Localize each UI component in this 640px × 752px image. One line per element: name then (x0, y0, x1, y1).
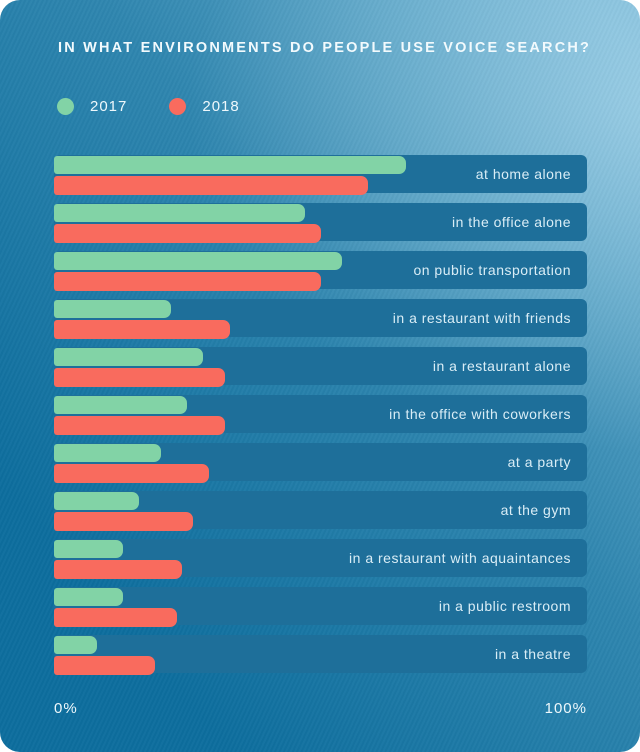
chart-row: in the office with coworkers (54, 395, 587, 435)
bar-2018 (54, 320, 230, 339)
category-label: at home alone (475, 166, 571, 182)
chart-row: on public transportation (54, 251, 587, 291)
bar-2017 (54, 204, 305, 222)
legend-swatch-2018-icon (169, 98, 187, 115)
chart-row: in a restaurant with friends (54, 299, 587, 339)
bar-2018 (54, 608, 177, 627)
bar-2017 (54, 252, 342, 270)
bar-2018 (54, 560, 182, 579)
bar-2017 (54, 588, 124, 606)
category-label: in the office with coworkers (389, 406, 571, 422)
category-label: in a public restroom (438, 598, 571, 614)
bar-2018 (54, 464, 209, 483)
chart-row: at a party (54, 443, 587, 483)
bar-2017 (54, 348, 204, 366)
chart-row: in a theatre (54, 635, 587, 675)
bar-2017 (54, 396, 188, 414)
chart-row: in a restaurant alone (54, 347, 587, 387)
bar-2017 (54, 300, 172, 318)
legend-item-2017: 2017 (57, 98, 127, 115)
bar-2017 (54, 540, 124, 558)
chart-row: in a restaurant with aquaintances (54, 539, 587, 579)
bar-2018 (54, 656, 156, 675)
legend-label-2018: 2018 (202, 98, 240, 115)
bar-2018 (54, 512, 193, 531)
bar-2018 (54, 368, 225, 387)
category-label: at a party (507, 454, 571, 470)
legend-label-2017: 2017 (90, 98, 128, 115)
bar-2018 (54, 224, 321, 243)
x-axis-max-label: 100% (544, 700, 587, 717)
bar-2017 (54, 156, 406, 174)
chart-row: in the office alone (54, 203, 587, 243)
bar-2018 (54, 176, 369, 195)
category-label: in a restaurant alone (432, 358, 571, 374)
bar-2017 (54, 444, 161, 462)
bar-2017 (54, 636, 97, 654)
category-label: in the office alone (452, 214, 571, 230)
category-label: at the gym (500, 502, 571, 518)
category-label: on public transportation (413, 262, 571, 278)
bar-2018 (54, 272, 321, 291)
category-label: in a restaurant with aquaintances (349, 550, 571, 566)
x-axis-min-label: 0% (54, 700, 78, 717)
bar-2018 (54, 416, 225, 435)
chart-legend: 2017 2018 (57, 98, 282, 115)
category-label: in a theatre (494, 646, 571, 662)
chart-row: at the gym (54, 491, 587, 531)
x-axis: 0% 100% (54, 700, 587, 717)
chart-row: in a public restroom (54, 587, 587, 627)
legend-swatch-2017-icon (57, 98, 74, 115)
bar-chart-rows: at home alone in the office alone on publi… (54, 155, 587, 683)
category-label: in a restaurant with friends (392, 310, 571, 326)
legend-item-2018: 2018 (169, 98, 239, 115)
bar-2017 (54, 492, 140, 510)
chart-row: at home alone (54, 155, 587, 195)
chart-title: IN WHAT ENVIRONMENTS DO PEOPLE USE VOICE… (58, 40, 592, 56)
